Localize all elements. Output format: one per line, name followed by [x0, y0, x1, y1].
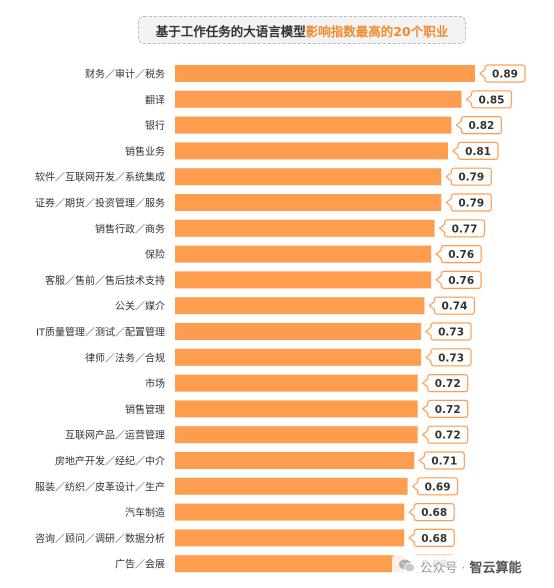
chart-title-main: 基于工作任务的大语言模型 — [155, 23, 306, 39]
value-label: 0.76 — [448, 249, 474, 261]
value-label: 0.77 — [452, 223, 478, 235]
value-label: 0.89 — [492, 69, 518, 81]
value-label-box — [428, 296, 476, 315]
category-label: 咨询／顾问／调研／数据分析 — [35, 532, 165, 545]
value-label-box — [452, 141, 499, 160]
category-label: 公关／媒介 — [115, 300, 165, 313]
value-label: 0.81 — [465, 146, 491, 158]
value-label: 0.73 — [438, 352, 464, 364]
value-label-box — [418, 451, 465, 470]
bar — [175, 219, 435, 237]
value-label-box — [479, 64, 526, 83]
category-label: 房地产开发／经纪／中介 — [55, 455, 165, 468]
chart-title-highlight: 影响指数最高的20个职业 — [305, 23, 449, 39]
value-label: 0.72 — [435, 404, 461, 416]
value-label: 0.74 — [441, 301, 467, 313]
category-label: 销售管理 — [125, 403, 165, 416]
bar — [175, 245, 432, 263]
category-label: 翻译 — [145, 94, 165, 106]
category-label: 银行 — [145, 119, 165, 132]
bar — [175, 374, 418, 392]
category-label: 证券／期货／投资管理／服务 — [35, 197, 165, 210]
bar — [175, 194, 442, 211]
value-label-box — [445, 193, 492, 212]
category-label: 汽车制造 — [125, 506, 165, 519]
value-label: 0.72 — [435, 378, 461, 390]
category-label: 财务／审计／税务 — [85, 68, 165, 81]
value-label-box — [435, 245, 482, 264]
bar — [175, 116, 452, 134]
category-label: IT质量管理／测试／配置管理 — [36, 326, 165, 339]
value-label: 0.68 — [421, 507, 447, 519]
value-label-box — [425, 348, 472, 367]
value-label: 0.69 — [425, 481, 451, 493]
category-label: 销售业务 — [125, 145, 165, 158]
value-label-box — [421, 374, 469, 393]
bar — [175, 65, 475, 82]
watermark-prefix: 公众号 · — [420, 559, 466, 575]
bar — [175, 297, 425, 315]
wechat-icon — [399, 559, 415, 573]
bar — [175, 323, 422, 340]
value-label-box — [465, 90, 513, 109]
category-label: 服装／纺织／皮革设计／生产 — [35, 480, 165, 493]
value-label: 0.76 — [448, 275, 474, 287]
value-label-box — [425, 322, 472, 341]
bar — [175, 555, 405, 573]
category-label: 广告／会展 — [115, 558, 165, 571]
value-label-box — [438, 219, 486, 238]
watermark-name: 智云算能 — [469, 560, 522, 576]
value-label: 0.85 — [479, 94, 505, 106]
bar — [175, 529, 405, 547]
value-label-box — [408, 528, 455, 547]
bar — [175, 477, 408, 495]
value-label: 0.71 — [431, 456, 457, 468]
bar — [175, 90, 462, 108]
value-label: 0.82 — [468, 120, 494, 132]
value-label: 0.79 — [458, 198, 484, 210]
category-label: 市场 — [145, 377, 165, 390]
value-label: 0.73 — [438, 327, 464, 339]
bar — [175, 142, 449, 160]
bar — [175, 400, 418, 418]
value-label: 0.72 — [435, 430, 461, 442]
category-label: 销售行政／商务 — [95, 222, 165, 235]
value-label-box — [435, 270, 482, 289]
value-label-box — [421, 425, 469, 444]
value-label-box — [408, 503, 455, 522]
value-label-box — [421, 399, 469, 418]
category-label: 互联网产品／运营管理 — [65, 429, 165, 442]
value-label: 0.79 — [458, 172, 484, 184]
category-label: 软件／互联网开发／系统集成 — [35, 171, 165, 184]
value-label-box — [455, 116, 503, 135]
category-label: 保险 — [145, 248, 165, 261]
value-label-box — [445, 167, 492, 186]
bar — [175, 271, 432, 289]
value-label-box — [411, 477, 459, 496]
bar — [175, 348, 422, 366]
watermark: 公众号 · 智云算能 — [392, 555, 528, 577]
value-label: 0.68 — [421, 533, 447, 545]
bar — [175, 168, 442, 186]
bar — [175, 426, 418, 444]
bar — [175, 452, 415, 469]
bar — [175, 503, 405, 521]
chart-title: 基于工作任务的大语言模型 影响指数最高的20个职业 — [138, 16, 466, 44]
category-label: 客服／售前／售后技术支持 — [45, 274, 165, 287]
category-label: 律师／法务／合规 — [85, 351, 165, 364]
